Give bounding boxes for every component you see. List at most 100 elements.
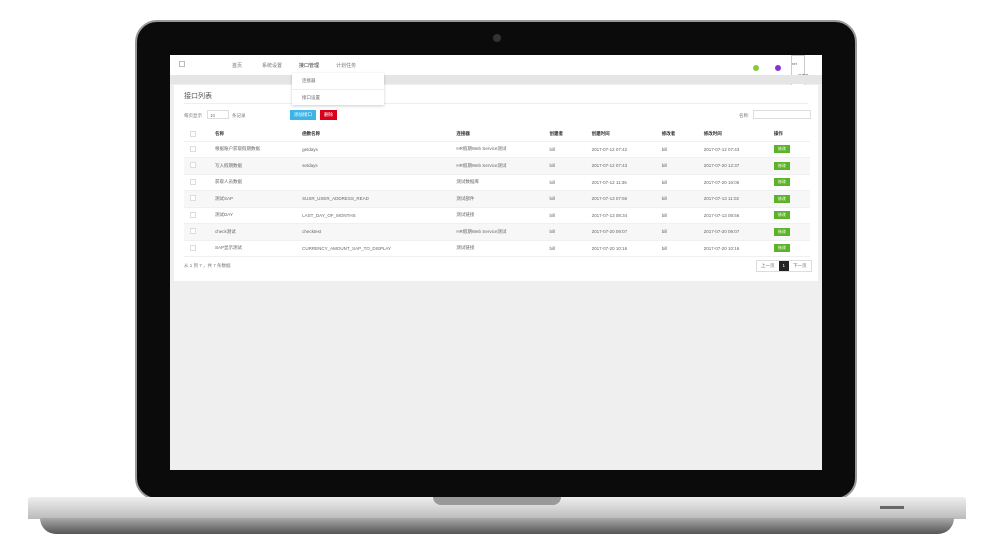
column-header[interactable]: 操作 (767, 128, 810, 142)
row-checkbox[interactable] (190, 195, 196, 202)
table-cell: HR假期Web Service测试 (450, 157, 544, 175)
nav-settings[interactable]: 系统设置 (262, 63, 283, 69)
table-cell: bill (543, 174, 586, 191)
table-cell: bill (543, 223, 586, 241)
search-input[interactable] (753, 110, 811, 119)
table-cell: 2017-07-12 07:43 (585, 157, 656, 175)
table-cell: SAP显示测试 (209, 240, 297, 257)
table-cell: HR假期Web Service测试 (450, 141, 544, 158)
table-cell: 测试链接 (450, 240, 544, 257)
prev-page[interactable]: 上一页 (761, 263, 775, 268)
row-checkbox[interactable] (190, 211, 196, 218)
table-cell: bill (655, 207, 698, 224)
table-cell: HR假期Web Service测试 (450, 223, 544, 241)
interface-table: 名称 函数名称 连接器 创建者 创建时间 修改者 修改时间 操作 根据账户获取假期数据 getd… (184, 128, 810, 257)
add-interface-button[interactable]: 添加接口 (290, 110, 316, 120)
table-row: 根据账户获取假期数据 getdays HR假期Web Service测试 bill 20… (184, 141, 810, 158)
table-cell: 测试SAP (209, 190, 297, 208)
table-cell: bill (543, 190, 586, 208)
table-cell: 2017-07-20 10:16 (585, 240, 656, 257)
table-cell: 2017-07-12 11:36 (585, 174, 656, 191)
dropdown-connectors[interactable]: 连接器 (292, 73, 384, 90)
dropdown-interface-settings[interactable]: 接口设置 (302, 95, 320, 100)
table-cell: bill (655, 174, 698, 191)
table-cell: 测试数据库 (450, 174, 544, 191)
table-row: 测试DAY LAST_DAY_OF_MONTHS 测试链接 bill 2017-07-1… (184, 207, 810, 224)
table-cell: 修改 (767, 207, 810, 224)
table-cell: 修改 (767, 190, 810, 208)
delete-button[interactable]: 删除 (320, 110, 337, 120)
row-checkbox[interactable] (190, 145, 196, 152)
next-page[interactable]: 下一页 (793, 263, 807, 268)
page-size-select[interactable]: 10 (207, 110, 229, 119)
row-checkbox[interactable] (190, 244, 196, 251)
table-cell: bill (655, 190, 698, 208)
table-row: 写入假期数据 setdays HR假期Web Service测试 bill 2017-0… (184, 157, 810, 175)
table-cell: 2017-07-13 08:56 (697, 207, 768, 224)
table-cell: 根据账户获取假期数据 (209, 141, 297, 158)
table-cell: LAST_DAY_OF_MONTHS (296, 207, 451, 224)
table-cell: setdays (296, 157, 451, 175)
column-header[interactable]: 名称 (209, 128, 297, 142)
table-row: SAP显示测试 CURRENCY_AMOUNT_SAP_TO_DISPLAY 测试链… (184, 240, 810, 257)
table-cell: CURRENCY_AMOUNT_SAP_TO_DISPLAY (296, 240, 451, 257)
table-cell: 2017-07-20 10:16 (697, 240, 768, 257)
table-cell: bill (543, 157, 586, 175)
column-header[interactable]: 创建者 (543, 128, 586, 142)
table-cell: 2017-07-13 07:56 (585, 190, 656, 208)
edit-button[interactable]: 修改 (773, 211, 790, 220)
edit-button[interactable]: 修改 (773, 145, 790, 154)
message-icon[interactable] (753, 65, 759, 71)
table-row: 测试SAP SUSR_USER_ADDRESS_READ 测试部件 bill 2017-… (184, 190, 810, 208)
column-header[interactable]: 创建时间 (585, 128, 656, 142)
table-cell: 2017-07-13 08:34 (585, 207, 656, 224)
page-title: 接口列表 (184, 93, 212, 100)
logo-image (179, 61, 185, 67)
page-1[interactable]: 1 (778, 261, 790, 271)
table-cell: 2017-07-12 07:42 (585, 141, 656, 158)
nav-home[interactable]: 首页 (232, 63, 243, 69)
edit-button[interactable]: 修改 (773, 178, 790, 187)
column-header[interactable]: 修改者 (655, 128, 698, 142)
table-cell: bill (543, 207, 586, 224)
column-header[interactable]: 连接器 (450, 128, 544, 142)
select-all-checkbox[interactable] (190, 130, 196, 137)
table-cell: 2017-07-20 09:07 (585, 223, 656, 241)
top-nav: 首页 系统设置 接口管理 计划任务 set 管理员 test (170, 55, 822, 91)
table-cell: check测试 (209, 223, 297, 241)
pagination: 上一页 1 下一页 (756, 260, 812, 272)
camera (493, 34, 501, 42)
table-cell: 写入假期数据 (209, 157, 297, 175)
table-cell: 2017-07-20 12:37 (697, 157, 768, 175)
notification-icon[interactable] (775, 65, 781, 71)
table-cell: bill (543, 141, 586, 158)
table-cell: bill (655, 157, 698, 175)
interface-dropdown: 连接器 接口设置 (292, 73, 384, 105)
table-cell: getdays (296, 141, 451, 158)
table-cell: bill (655, 141, 698, 158)
row-checkbox[interactable] (190, 178, 196, 185)
table-cell: 修改 (767, 141, 810, 158)
table-cell: checktest (296, 223, 451, 241)
table-row: 获取人员数据 测试数据库 bill 2017-07-12 11:36 bill 2017-… (184, 174, 810, 191)
column-header[interactable]: 修改时间 (697, 128, 768, 142)
interface-list-panel: 接口列表 每页显示 10 条记录 添加接口 删除 名称: 名称 函数名称 连接器 创建… (174, 85, 818, 281)
column-header[interactable]: 函数名称 (296, 128, 451, 142)
edit-button[interactable]: 修改 (773, 244, 790, 253)
table-cell: 2017-07-13 11:02 (697, 190, 768, 208)
nav-interface[interactable]: 接口管理 (299, 63, 320, 69)
row-checkbox[interactable] (190, 228, 196, 235)
table-cell: 修改 (767, 157, 810, 175)
table-cell: bill (543, 240, 586, 257)
edit-button[interactable]: 修改 (773, 194, 790, 203)
edit-button[interactable]: 修改 (773, 227, 790, 236)
nav-tasks[interactable]: 计划任务 (336, 63, 357, 69)
table-cell: 2017-07-20 09:07 (697, 223, 768, 241)
table-cell: bill (655, 240, 698, 257)
table-row: check测试 checktest HR假期Web Service测试 bill 201… (184, 223, 810, 241)
table-cell: SUSR_USER_ADDRESS_READ (296, 190, 451, 208)
table-cell: 获取人员数据 (209, 174, 297, 191)
edit-button[interactable]: 修改 (773, 161, 790, 170)
table-cell: 测试DAY (209, 207, 297, 224)
row-checkbox[interactable] (190, 162, 196, 169)
